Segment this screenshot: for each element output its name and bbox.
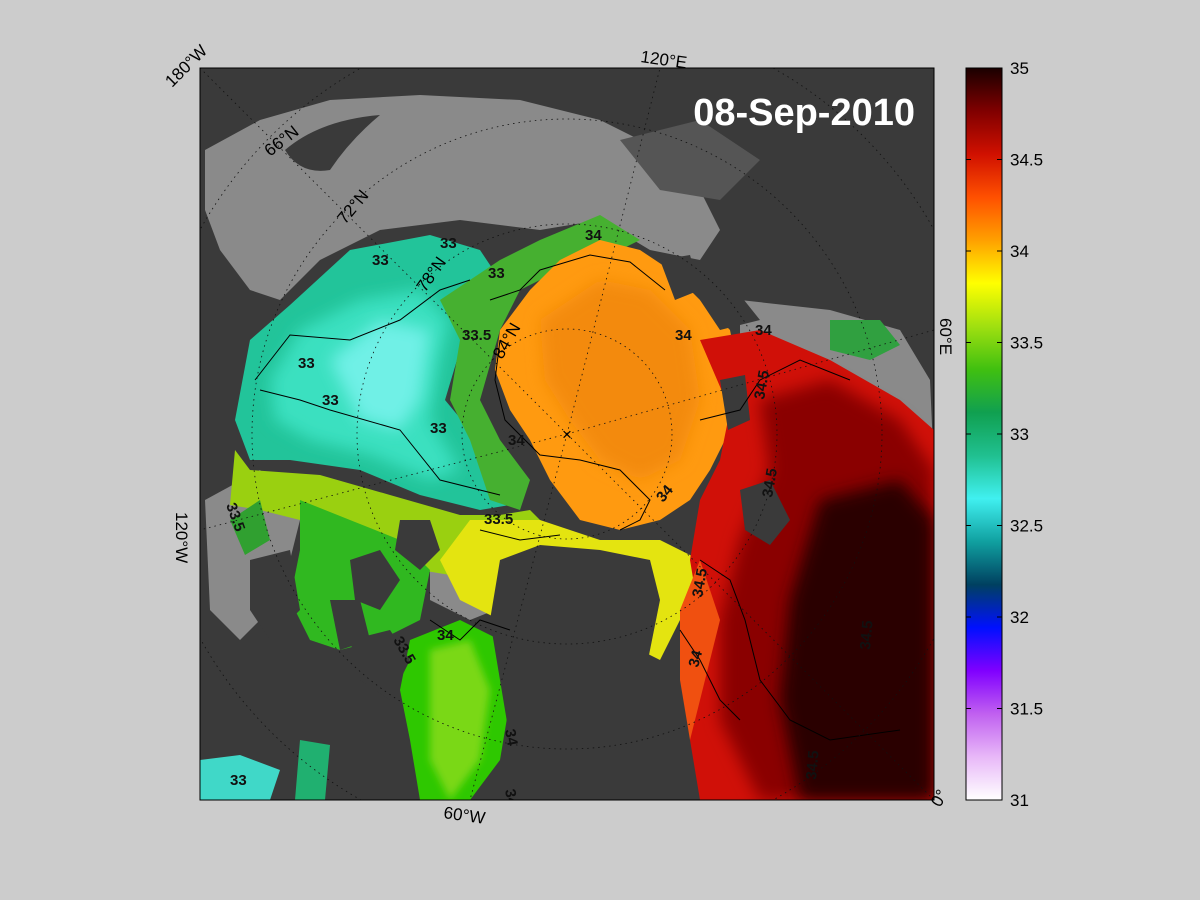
colorbar-tick-label: 35 (1010, 59, 1029, 78)
lon-label-60e: 60°E (936, 318, 955, 355)
map-area: × 33 33 33 33 33 33 33 33.5 34 34 34 33.… (200, 68, 934, 808)
colorbar-tick-label: 31 (1010, 791, 1029, 810)
date-label: 08-Sep-2010 (693, 92, 915, 134)
contour-label: 34 (585, 227, 602, 244)
graticule (200, 68, 934, 800)
contour-label: 34 (508, 432, 525, 449)
contour-label: 34.5 (689, 567, 711, 599)
contour-label: 34.5 (857, 620, 876, 651)
contour-label: 34 (437, 627, 454, 644)
colorbar-tick-label: 33.5 (1010, 334, 1043, 353)
colorbar-gradient (965, 67, 1003, 801)
contour-label: 33.5 (484, 511, 513, 528)
colorbar-tick-label: 33 (1010, 425, 1029, 444)
colorbar-ticks: 35 34.5 34 33.5 33 32.5 32 31.5 31 (966, 59, 1043, 810)
contour-label: 34 (501, 728, 521, 748)
contour-label: 34 (685, 648, 706, 669)
contour-label: 34 (501, 788, 521, 808)
contour-label: 34.5 (759, 467, 781, 499)
contour-label: 34 (755, 322, 772, 339)
contour-label: 33 (488, 265, 505, 282)
contour-label: 33 (230, 772, 247, 789)
colorbar-tick-label: 34 (1010, 242, 1029, 261)
contour-label: 34 (675, 327, 692, 344)
contour-label: 34.5 (751, 369, 773, 401)
north-pole-marker: × (562, 425, 572, 444)
colorbar-tick-label: 31.5 (1010, 700, 1043, 719)
map-border (199, 67, 935, 801)
contour-label: 33.5 (462, 327, 491, 344)
lon-label-60w: 60°W (442, 803, 486, 828)
colorbar-tick-label: 32 (1010, 608, 1029, 627)
colorbar-tick-label: 34.5 (1010, 151, 1043, 170)
contour-label: 33 (430, 420, 447, 437)
colorbar: 35 34.5 34 33.5 33 32.5 32 31.5 31 (965, 59, 1043, 810)
contour-label: 33 (372, 252, 389, 269)
contour-lines (254, 254, 901, 741)
lon-label-120w: 120°W (172, 512, 191, 563)
contour-labels: 33 33 33 33 33 33 33 33.5 34 34 34 33.5 … (222, 227, 876, 808)
contour-label: 33 (322, 392, 339, 409)
contour-label: 34.5 (803, 750, 822, 781)
contour-label: 33 (440, 235, 457, 252)
colorbar-tick-label: 32.5 (1010, 517, 1043, 536)
islands (250, 255, 790, 800)
contour-label: 33 (298, 355, 315, 372)
